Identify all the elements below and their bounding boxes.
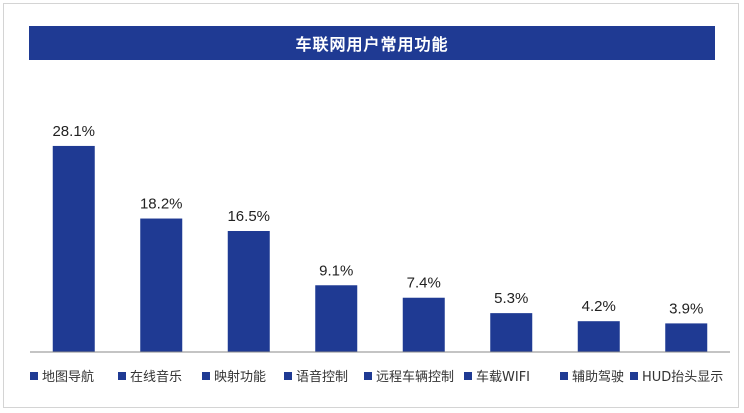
legend-item-8: HUD抬头显示 xyxy=(630,366,723,385)
bar-5 xyxy=(402,297,445,352)
data-label-7: 4.2% xyxy=(582,298,616,315)
chart-title: 车联网用户常用功能 xyxy=(29,26,715,60)
data-label-2: 18.2% xyxy=(140,196,183,213)
legend-swatch xyxy=(202,371,210,380)
legend-item-2: 在线音乐 xyxy=(118,366,182,385)
data-label-1: 28.1% xyxy=(52,123,95,140)
legend-swatch xyxy=(464,371,472,380)
legend-item-4: 语音控制 xyxy=(284,366,348,385)
legend-label: 映射功能 xyxy=(214,370,267,385)
data-label-4: 9.1% xyxy=(319,262,353,279)
data-label-8: 3.9% xyxy=(669,300,703,317)
legend-label: 地图导航 xyxy=(42,370,95,385)
legend-swatch xyxy=(118,371,126,380)
legend-swatch xyxy=(284,371,292,380)
legend-item-7: 辅助驾驶 xyxy=(560,366,624,385)
bar-1 xyxy=(52,145,95,352)
legend-label: HUD抬头显示 xyxy=(642,370,724,385)
bar-8 xyxy=(665,323,708,352)
legend-label: 辅助驾驶 xyxy=(572,370,625,385)
legend-label: 远程车辆控制 xyxy=(376,370,455,385)
legend-item-3: 映射功能 xyxy=(202,366,266,385)
legend-label: 在线音乐 xyxy=(130,370,183,385)
legend-item-1: 地图导航 xyxy=(30,366,94,385)
bar-6 xyxy=(490,313,533,352)
legend-swatch xyxy=(560,371,568,380)
legend-item-6: 车载WIFI xyxy=(464,366,530,385)
legend-swatch xyxy=(30,371,38,380)
data-label-3: 16.5% xyxy=(227,208,270,225)
bar-4 xyxy=(315,285,358,352)
legend-label: 语音控制 xyxy=(296,370,349,385)
legend-swatch xyxy=(364,371,372,380)
data-label-6: 5.3% xyxy=(494,290,528,307)
chart-legend: 地图导航 在线音乐 映射功能 语音控制 远程车辆控制 车载WIFI 辅助驾驶 HUD抬头显示 xyxy=(30,366,730,386)
bar-2 xyxy=(140,218,183,352)
bar-3 xyxy=(227,231,270,352)
bar-7 xyxy=(577,321,620,352)
legend-item-5: 远程车辆控制 xyxy=(364,366,454,385)
legend-label: 车载WIFI xyxy=(476,370,530,385)
legend-swatch xyxy=(630,371,638,380)
data-label-5: 7.4% xyxy=(407,275,441,292)
